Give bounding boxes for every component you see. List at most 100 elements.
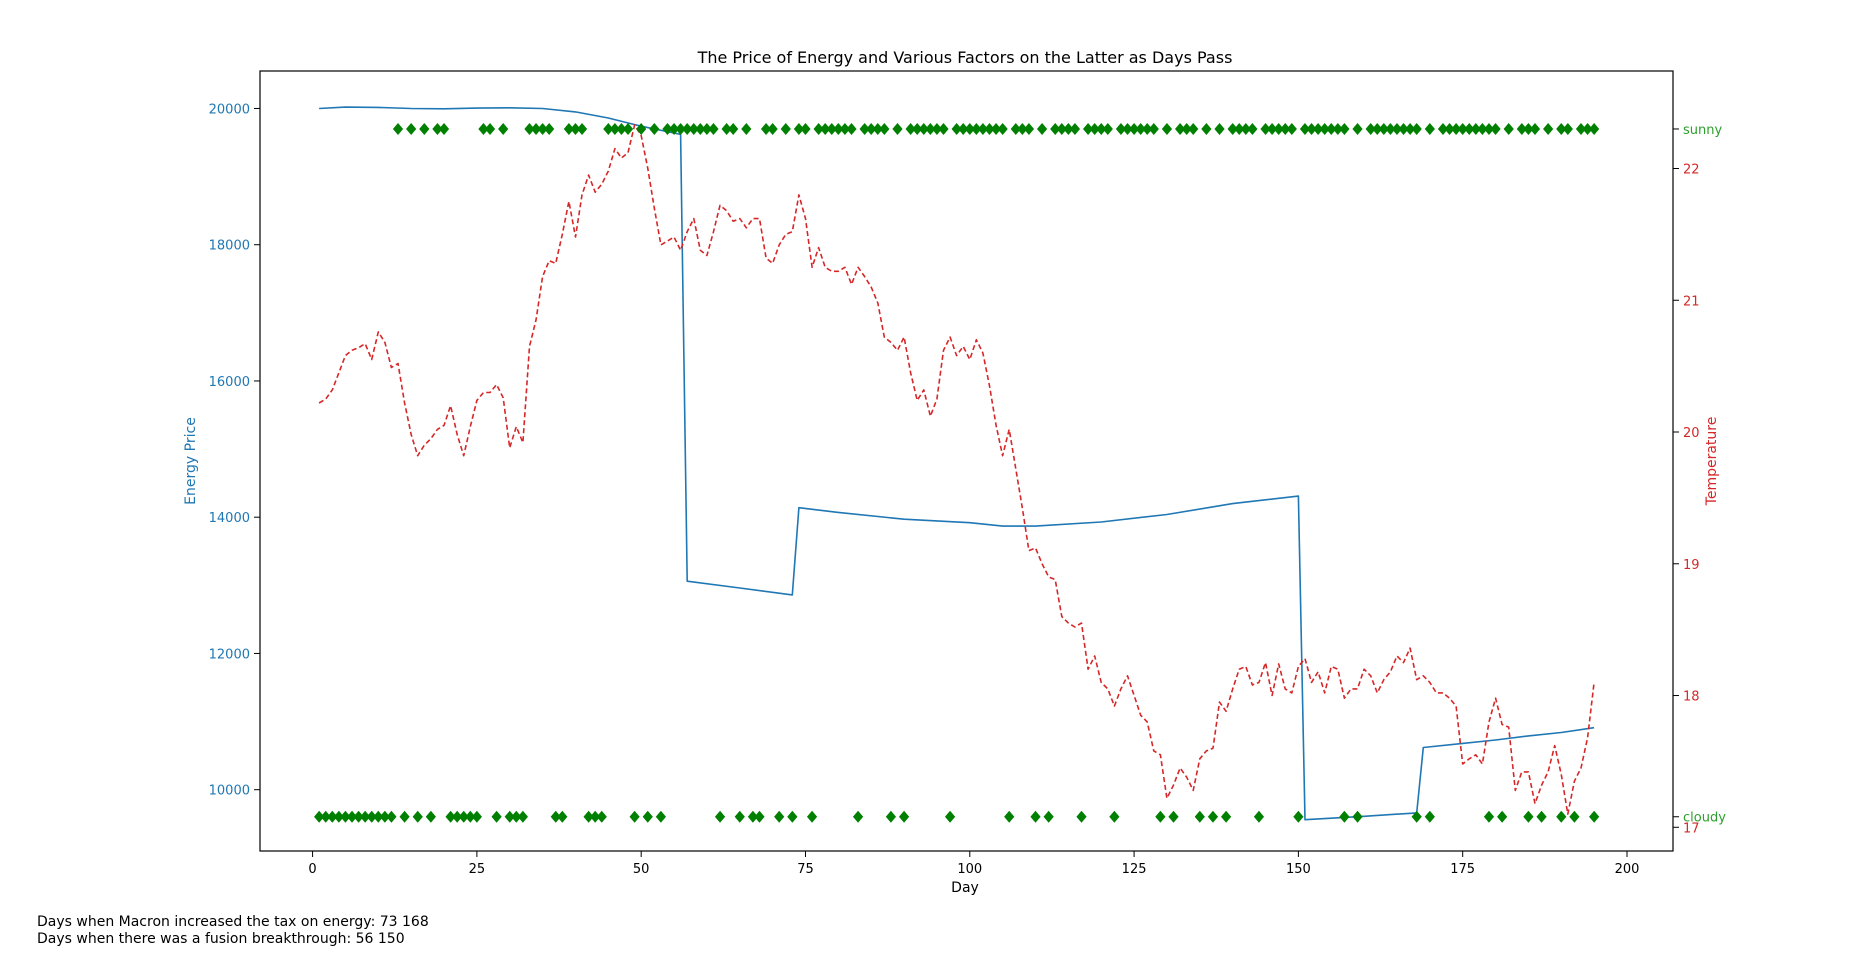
sunny-marker: [833, 122, 844, 135]
cloudy-marker: [596, 810, 607, 823]
cloudy-marker: [655, 810, 666, 823]
sunny-marker: [1056, 122, 1067, 135]
cloudy-marker: [1536, 810, 1547, 823]
sunny-marker: [1181, 122, 1192, 135]
sunny-marker: [1260, 122, 1271, 135]
sunny-marker: [1089, 122, 1100, 135]
sunny-marker: [1398, 122, 1409, 135]
sunny-marker: [1562, 122, 1573, 135]
cloudy-marker: [1076, 810, 1087, 823]
cloudy-marker: [714, 810, 726, 823]
sunny-marker: [1142, 122, 1153, 135]
sunny-marker: [1503, 122, 1514, 135]
cloudy-marker: [360, 810, 371, 823]
sunny-marker: [1010, 122, 1021, 135]
sunny-marker: [1444, 122, 1455, 135]
sunny-marker: [918, 122, 929, 135]
sunny-marker: [1378, 122, 1389, 135]
cloudy-marker: [642, 810, 653, 823]
sunny-marker: [682, 122, 693, 135]
sunny-marker: [1319, 122, 1330, 135]
sunny-marker: [484, 122, 496, 135]
sunny-marker: [1135, 122, 1146, 135]
cloudy-marker: [1168, 810, 1179, 823]
sunny-marker: [1273, 122, 1284, 135]
cloudy-marker: [425, 810, 436, 823]
sunny-marker: [1188, 122, 1199, 135]
left-tick-label: 18000: [209, 239, 250, 254]
sunny-marker: [530, 122, 542, 135]
temperature-line: [318, 124, 1595, 815]
x-tick-label: 50: [633, 862, 650, 877]
cloudy-marker: [1352, 810, 1363, 823]
sunny-marker: [793, 122, 805, 135]
cloudy-marker: [1483, 810, 1495, 823]
cloudy-marker: [1194, 810, 1205, 823]
cloudy-marker: [734, 810, 745, 823]
annotations: Days when Macron increased the tax on en…: [37, 914, 429, 948]
left-axis-label: Energy Price: [183, 417, 199, 505]
sunny-marker: [576, 122, 588, 135]
cloudy-marker: [340, 810, 351, 823]
cloudy-marker: [550, 810, 561, 823]
left-tick-label: 12000: [209, 647, 250, 662]
cloudy-marker: [327, 810, 338, 823]
cloudy-marker: [399, 810, 410, 823]
chart-title: The Price of Energy and Various Factors …: [697, 48, 1233, 67]
sunny-marker: [609, 122, 620, 135]
cloudy-marker: [898, 810, 910, 823]
sunny-marker: [675, 122, 686, 135]
cloudy-marker: [1030, 810, 1041, 823]
cloudy-marker: [1556, 810, 1567, 823]
sunny-marker: [1529, 122, 1541, 135]
fusion-breakthrough-note: Days when there was a fusion breakthroug…: [37, 931, 405, 947]
sunny-marker: [537, 122, 548, 135]
sunny-marker: [846, 122, 857, 135]
sunny-marker: [1313, 122, 1324, 135]
cloudy-marker: [774, 810, 785, 823]
sunny-marker: [432, 122, 443, 135]
right-y-axis: 17 18 19 20 21 22 sunny cloudy: [1673, 123, 1726, 836]
cloudy-marker: [787, 810, 798, 823]
sunny-marker: [1096, 122, 1107, 135]
sunny-marker: [1470, 122, 1481, 135]
cloudy-marker: [1523, 810, 1534, 823]
sunny-marker: [1174, 122, 1186, 135]
right-tick-label: 19: [1683, 558, 1700, 573]
x-tick-label: 125: [1122, 862, 1147, 877]
sunny-marker: [859, 122, 870, 135]
sunny-marker: [392, 122, 404, 135]
right-axis-label: Temperature: [1704, 417, 1720, 507]
sunny-marker: [1267, 122, 1278, 135]
cloudy-marker: [314, 810, 325, 823]
sunny-marker: [990, 122, 1002, 135]
sunny-marker: [1280, 122, 1291, 135]
sunny-marker: [1365, 122, 1376, 135]
sunny-marker: [1102, 122, 1113, 135]
sunny-marker: [958, 122, 969, 135]
cloudy-marker: [1253, 810, 1265, 823]
sunny-marker: [1023, 122, 1035, 135]
cloudy-marker: [320, 810, 331, 823]
cloudy-marker: [379, 810, 390, 823]
cloudy-marker: [373, 810, 384, 823]
sunny-marker: [1483, 122, 1495, 135]
sunny-marker: [931, 122, 943, 135]
cloudy-marker: [1424, 810, 1435, 823]
sunny-marker: [1589, 122, 1600, 135]
sunny-marker: [570, 122, 581, 135]
cloudy-marker: [1339, 810, 1350, 823]
cloudy-marker: [1043, 810, 1054, 823]
sunny-marker: [616, 122, 627, 135]
cloudy-marker: [491, 810, 502, 823]
left-y-axis: 10000 12000 14000 16000 18000 20000: [209, 102, 260, 799]
x-tick-label: 75: [797, 862, 814, 877]
sunny-marker: [1063, 122, 1074, 135]
sunny-marker: [1352, 122, 1363, 135]
right-category-label: cloudy: [1683, 811, 1726, 826]
sunny-marker: [544, 122, 555, 135]
sunny-marker: [603, 122, 614, 135]
sunny-marker: [1326, 122, 1337, 135]
cloudy-marker: [504, 810, 515, 823]
sunny-marker: [1372, 122, 1383, 135]
